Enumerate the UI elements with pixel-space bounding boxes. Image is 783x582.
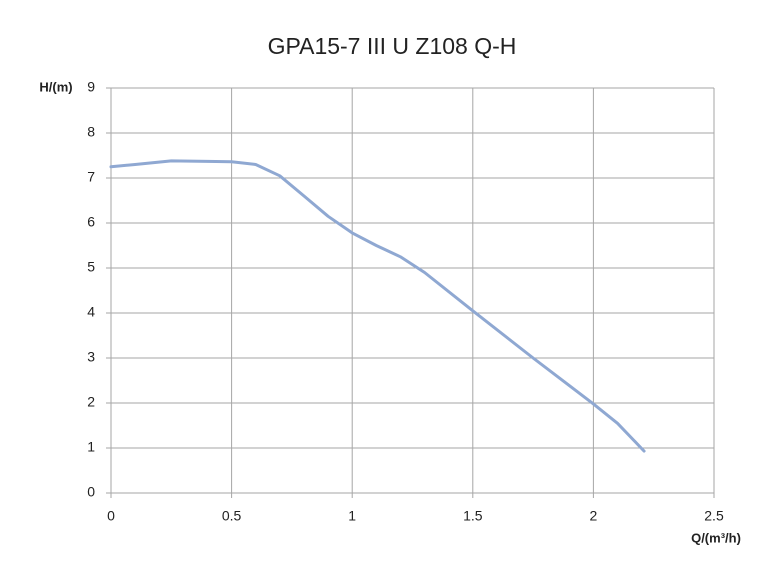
y-tick-label: 6 (87, 214, 95, 230)
x-tick-label: 0 (107, 508, 115, 524)
x-tick-label: 1 (348, 508, 356, 524)
y-tick-label: 9 (87, 79, 95, 95)
x-tick-label: 1.5 (463, 508, 483, 524)
x-tick-label: 0.5 (222, 508, 242, 524)
y-tick-label: 8 (87, 124, 95, 140)
x-tick-label: 2.5 (704, 508, 724, 524)
chart-title: GPA15-7 III U Z108 Q-H (268, 33, 517, 59)
y-tick-label: 2 (87, 394, 95, 410)
y-tick-label: 4 (87, 304, 95, 320)
y-tick-label: 0 (87, 484, 95, 500)
y-tick-label: 7 (87, 169, 95, 185)
y-tick-label: 5 (87, 259, 95, 275)
y-axis-label: H/(m) (39, 79, 72, 94)
x-tick-label: 2 (590, 508, 598, 524)
data-line (109, 159, 646, 453)
x-axis-label: Q/(m³/h) (691, 530, 741, 545)
y-tick-label: 3 (87, 349, 95, 365)
y-tick-label: 1 (87, 439, 95, 455)
